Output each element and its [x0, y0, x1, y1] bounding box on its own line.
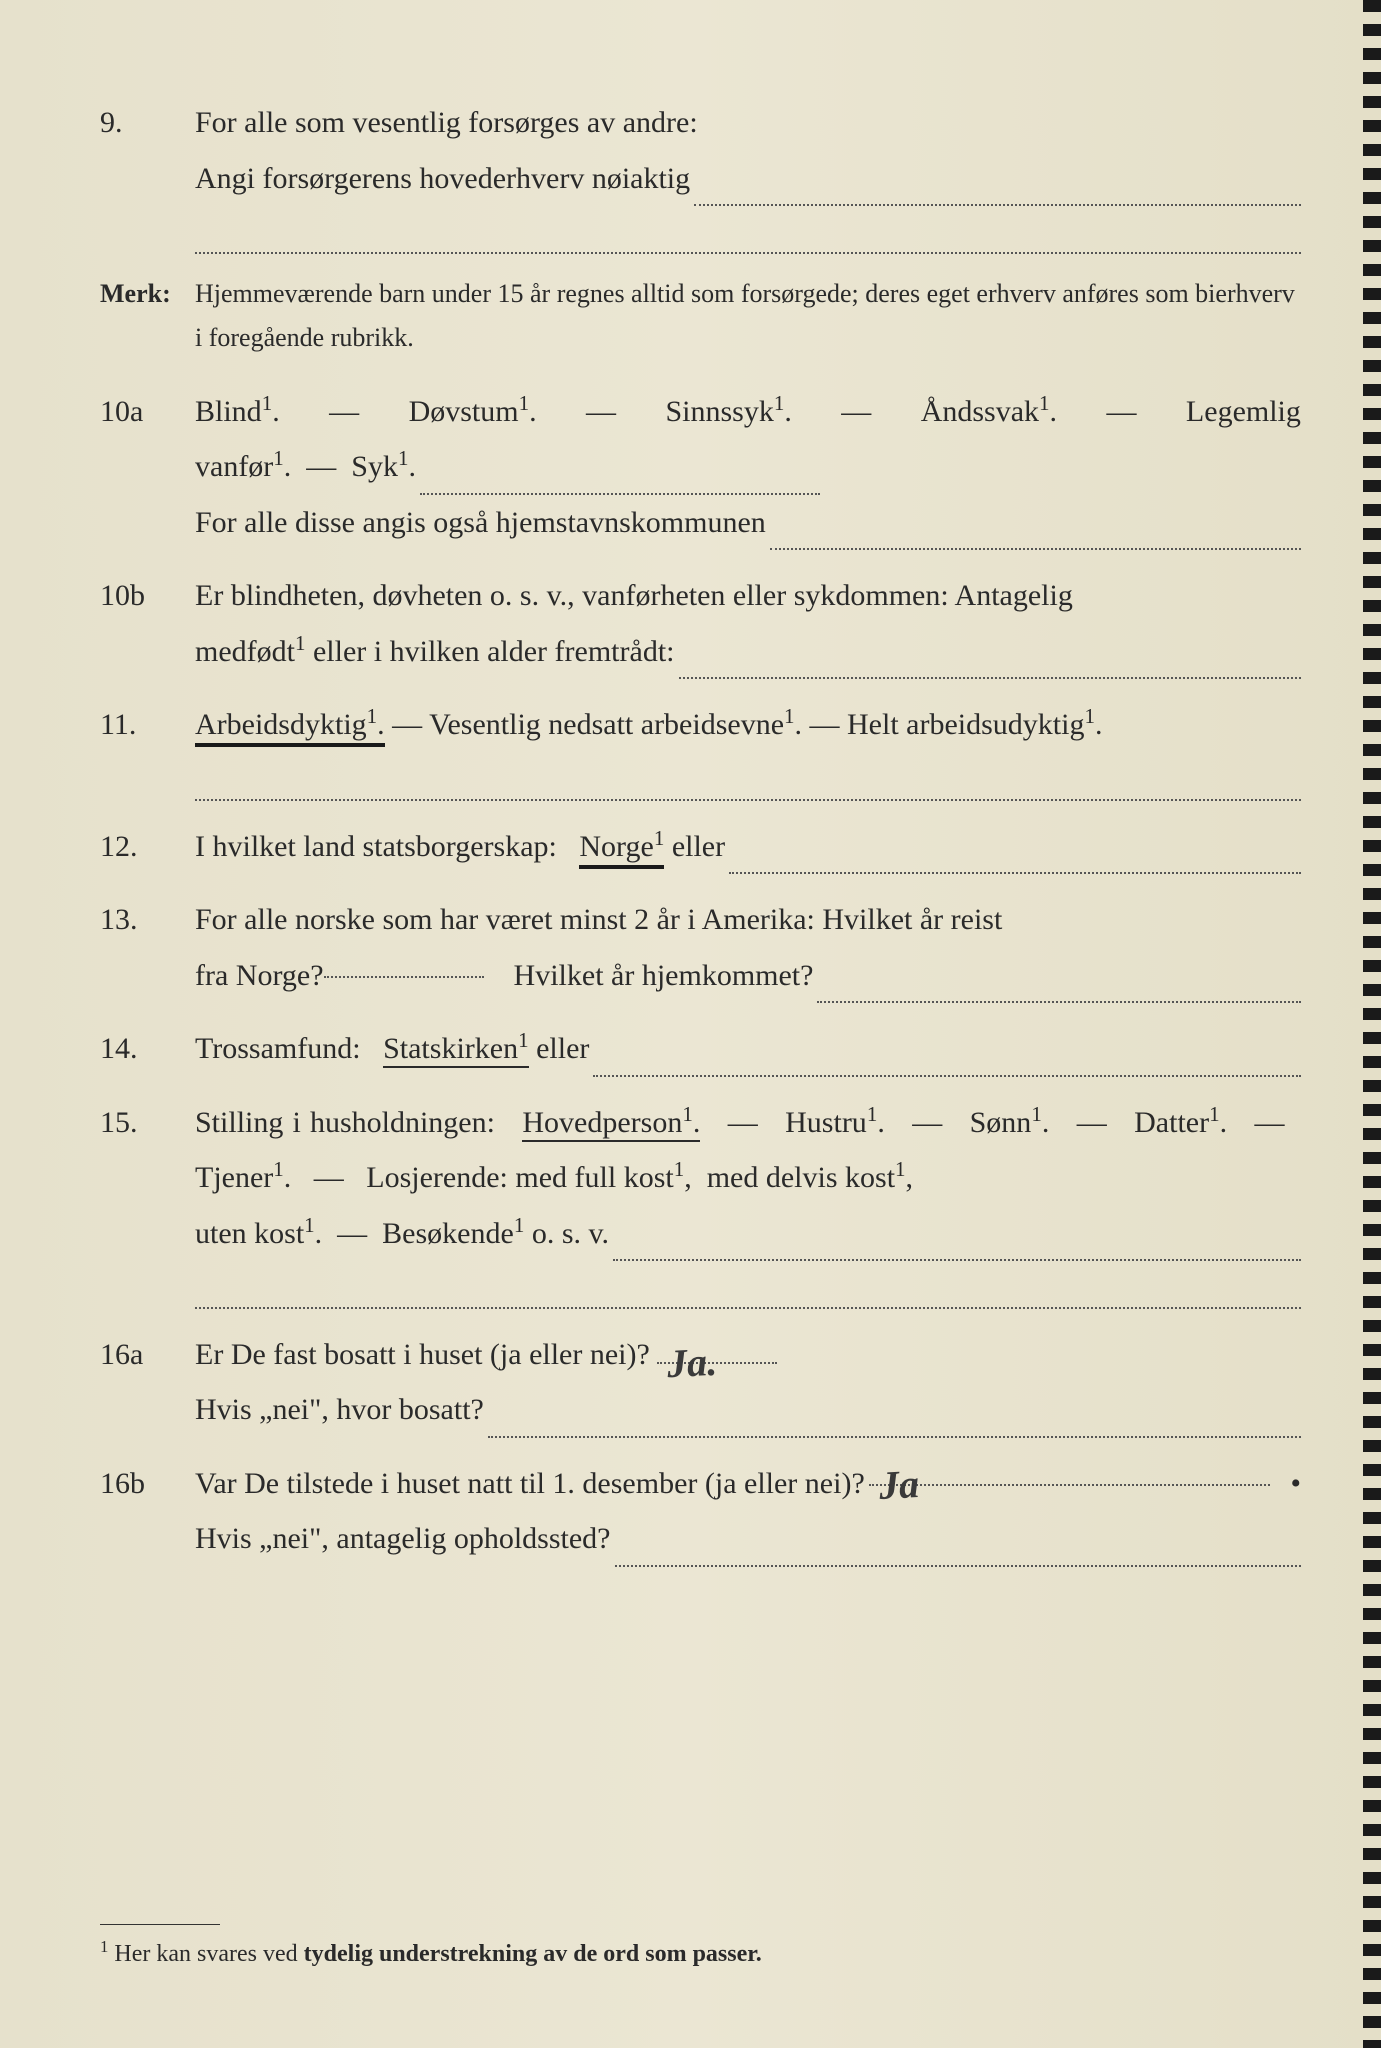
- note-merk: Merk: Hjemmeværende barn under 15 år reg…: [100, 272, 1301, 360]
- fill-line: Ja.: [657, 1334, 777, 1364]
- fill-line: [729, 819, 1301, 875]
- footnote: 1 Her kan svares ved tydelig understrekn…: [100, 1924, 762, 1968]
- question-number: 13.: [100, 892, 195, 1003]
- fill-line: [593, 1021, 1301, 1077]
- fill-line: [195, 771, 1301, 801]
- question-number: 16b: [100, 1456, 195, 1567]
- q9-line1: For alle som vesentlig forsørges av andr…: [195, 95, 1301, 151]
- question-16b: 16b Var De tilstede i huset natt til 1. …: [100, 1456, 1301, 1567]
- fill-line: Ja: [869, 1456, 1271, 1486]
- merk-text: Hjemmeværende barn under 15 år regnes al…: [195, 272, 1301, 360]
- fill-line: [615, 1511, 1302, 1567]
- merk-label: Merk:: [100, 272, 195, 360]
- question-14: 14. Trossamfund: Statskirken1 eller: [100, 1021, 1301, 1077]
- question-number: 10b: [100, 568, 195, 679]
- question-9: 9. For alle som vesentlig forsørges av a…: [100, 95, 1301, 206]
- q12-norge: Norge1: [579, 830, 664, 869]
- fill-line: [679, 624, 1302, 680]
- q11-arbeidsdyktig: Arbeidsdyktig1.: [195, 708, 385, 747]
- question-10a: 10a Blind1. — Døvstum1. — Sinnssyk1. — Å…: [100, 384, 1301, 551]
- q14-statskirken: Statskirken1: [383, 1032, 529, 1068]
- q10a-hjemstavn: For alle disse angis også hjemstavnskomm…: [195, 495, 766, 551]
- document-page: 9. For alle som vesentlig forsørges av a…: [0, 0, 1381, 2048]
- fill-line: [694, 151, 1301, 207]
- question-number: 11.: [100, 697, 195, 753]
- question-13: 13. For alle norske som har været minst …: [100, 892, 1301, 1003]
- q15-hovedperson: Hovedperson1.: [522, 1106, 700, 1142]
- question-number: 10a: [100, 384, 195, 551]
- question-number: 16a: [100, 1327, 195, 1438]
- question-10b: 10b Er blindheten, døvheten o. s. v., va…: [100, 568, 1301, 679]
- page-perforation: [1363, 0, 1381, 2048]
- question-11: 11. Arbeidsdyktig1. — Vesentlig nedsatt …: [100, 697, 1301, 753]
- question-number: 14.: [100, 1021, 195, 1077]
- fill-line: [770, 495, 1301, 551]
- question-12: 12. I hvilket land statsborgerskap: Norg…: [100, 819, 1301, 875]
- question-15: 15. Stilling i husholdningen: Hovedperso…: [100, 1095, 1301, 1262]
- q10b-text1: Er blindheten, døvheten o. s. v., vanfør…: [195, 568, 1301, 624]
- question-number: 15.: [100, 1095, 195, 1262]
- footnote-rule: [100, 1924, 220, 1925]
- fill-line: [817, 948, 1301, 1004]
- fill-line: [324, 948, 484, 978]
- fill-line: [195, 1279, 1301, 1309]
- fill-line: [195, 224, 1301, 254]
- fill-line: [613, 1206, 1301, 1262]
- fill-line: [420, 439, 820, 495]
- question-number: 9.: [100, 95, 195, 206]
- handwritten-answer: Ja.: [665, 1324, 719, 1401]
- question-16a: 16a Er De fast bosatt i huset (ja eller …: [100, 1327, 1301, 1438]
- fill-line: [488, 1382, 1301, 1438]
- q9-line2: Angi forsørgerens hovederhverv nøiaktig: [195, 151, 690, 207]
- q13-text1: For alle norske som har været minst 2 år…: [195, 892, 1301, 948]
- handwritten-answer: Ja: [877, 1447, 921, 1523]
- question-number: 12.: [100, 819, 195, 875]
